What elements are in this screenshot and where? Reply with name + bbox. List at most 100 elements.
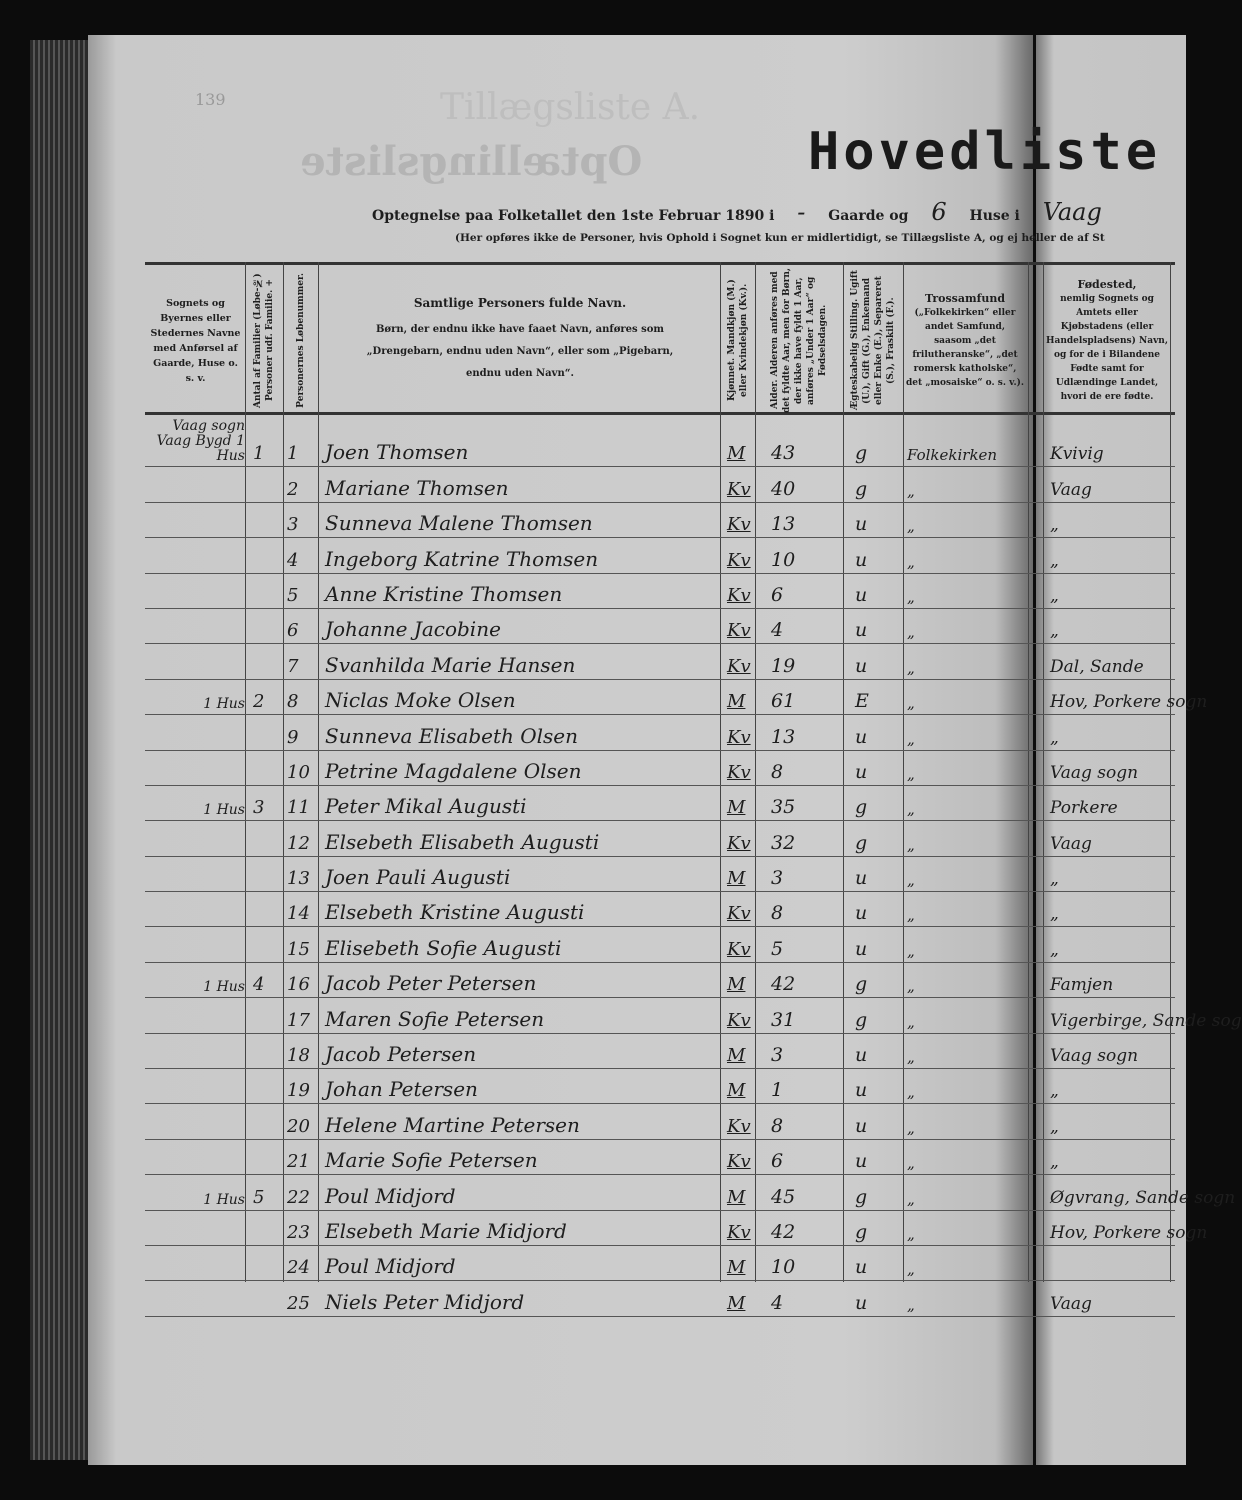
cell-religion: „ [907,587,915,606]
header-families: Antal af Familier (Løbe-№) Personer udf.… [246,268,282,413]
table-row: 1 Hus 4 16 Jacob Peter Petersen M 42 g „ Famjen [145,963,1175,999]
cell-birthplace: „ [1050,904,1059,925]
cell-name: Anne Kristine Thomsen [325,581,563,606]
column-divider [1170,262,1171,1282]
cell-birthplace: Vaag sogn [1050,762,1139,783]
cell-sex: M [727,691,746,713]
cell-birthplace: Kvivig [1050,444,1104,465]
cell-no: 22 [287,1186,310,1208]
cell-place: Vaag sogn Vaag Bygd 1 Hus [156,418,245,465]
header-age-text: Alder. Alderen anføres med det fyldte Aa… [770,267,828,413]
column-divider [903,262,904,1282]
cell-sex: M [727,1292,746,1314]
subtitle-printed: Optegnelse paa Folketallet den 1ste Febr… [372,208,775,224]
cell-sex: M [727,1257,746,1279]
cell-sex: M [727,1045,746,1067]
cell-name: Ingeborg Katrine Thomsen [325,546,599,571]
table-row: 15 Elisebeth Sofie Augusti Kv 5 u „ „ [145,927,1175,963]
column-divider [283,262,284,1282]
cell-no: 15 [287,938,310,960]
cell-religion: „ [907,1012,915,1031]
cell-no: 21 [287,1151,310,1173]
cell-sex: Kv [727,1009,751,1031]
census-subtitle: Optegnelse paa Folketallet den 1ste Febr… [372,198,1120,226]
header-sex-text: Kjønnet. Mandkjøn (M.) eller Kvindekjøn … [726,279,749,402]
header-name: Samtlige Personers fulde Navn. Børn, der… [330,268,710,413]
cell-name: Johan Petersen [325,1077,478,1102]
cell-religion: „ [907,658,915,677]
header-religion-note: („Folkekirken“ eller andet Samfund, saas… [906,308,1024,388]
cell-no: 4 [287,549,299,571]
cell-religion: „ [907,1118,915,1137]
cell-no: 16 [287,974,310,996]
cell-fam: 4 [253,974,265,996]
cell-sex: M [727,797,746,819]
cell-name: Sunneva Malene Thomsen [325,511,593,536]
cell-birthplace: „ [1050,621,1059,642]
cell-name: Elsebeth Marie Midjord [325,1218,567,1243]
column-divider [1028,262,1029,1282]
cell-age: 3 [771,1044,784,1067]
cell-name: Poul Midjord [325,1254,456,1279]
header-person-no-text: Personernes Løbenummer. [295,273,306,408]
cell-name: Petrine Magdalene Olsen [325,758,582,783]
cell-age: 10 [771,1256,796,1279]
cell-religion: „ [907,1260,915,1279]
bleed-through-text: Optællingsliste [300,138,643,185]
column-divider [318,262,319,1282]
cell-sex: M [727,443,746,465]
cell-no: 2 [287,478,299,500]
table-row: 1 Hus 2 8 Niclas Moke Olsen M 61 E „ Hov, Porker… [145,680,1207,716]
cell-age: 19 [771,654,796,677]
cell-birthplace: „ [1050,515,1059,536]
bleed-through-text-2: Tillægsliste A. [440,87,701,128]
column-divider [720,262,721,1282]
cell-birthplace: Hov, Porkere sogn [1050,1222,1208,1243]
cell-name: Helene Martine Petersen [325,1112,580,1137]
cell-religion: „ [907,977,915,996]
header-religion-title: Trossamfund [924,292,1006,305]
cell-no: 11 [287,797,310,819]
table-row: 1 Hus 5 22 Poul Midjord M 45 g „ Øgvrang, Sande … [145,1175,1235,1211]
cell-birthplace: Hov, Porkere sogn [1050,692,1208,713]
cell-place: 1 Hus [203,696,245,713]
cell-civil: g [855,442,868,465]
cell-sex: M [727,868,746,890]
cell-religion: „ [907,481,915,500]
cell-sex: Kv [727,514,751,536]
table-row: 3 Sunneva Malene Thomsen Kv 13 u „ „ [145,503,1175,539]
cell-sex: Kv [727,903,751,925]
cell-civil: u [855,725,868,748]
table-row: 4 Ingeborg Katrine Thomsen Kv 10 u „ „ [145,538,1175,574]
cell-civil: u [855,937,868,960]
cell-sex: Kv [727,584,751,606]
cell-age: 42 [771,1220,796,1243]
header-families-text: Antal af Familier (Løbe-№) Personer udf.… [253,273,275,408]
table-row: Vaag sogn Vaag Bygd 1 Hus 1 1 Joen Thomsen M… [145,419,1175,468]
cell-birthplace: Vaag sogn [1050,1046,1139,1067]
table-row: 14 Elsebeth Kristine Augusti Kv 8 u „ „ [145,892,1175,928]
cell-sex: Kv [727,726,751,748]
cell-birthplace: „ [1050,585,1059,606]
cell-age: 4 [771,1291,784,1314]
cell-name: Elisebeth Sofie Augusti [325,935,562,960]
cell-age: 4 [771,619,784,642]
cell-birthplace: Vaag [1050,1293,1092,1314]
table-row: 17 Maren Sofie Petersen Kv 31 g „ Vigerbirge, … [145,998,1242,1034]
cell-no: 8 [287,691,299,713]
header-age: Alder. Alderen anføres med det fyldte Aa… [756,268,842,413]
gaarde-label: Gaarde og [828,208,909,224]
table-row: 2 Mariane Thomsen Kv 40 g „ Vaag [145,467,1175,503]
cell-age: 43 [771,442,796,465]
header-bottom-rule [145,412,1175,415]
cell-civil: u [855,1114,868,1137]
cell-religion: „ [907,1048,915,1067]
cell-age: 40 [771,477,796,500]
cell-civil: u [855,1291,868,1314]
header-birthplace-title: Fødested, [1077,278,1137,291]
cell-religion: „ [907,764,915,783]
cell-civil: g [855,1220,868,1243]
cell-no: 25 [287,1292,310,1314]
cell-name: Elsebeth Elisabeth Augusti [325,829,600,854]
cell-sex: Kv [727,655,751,677]
